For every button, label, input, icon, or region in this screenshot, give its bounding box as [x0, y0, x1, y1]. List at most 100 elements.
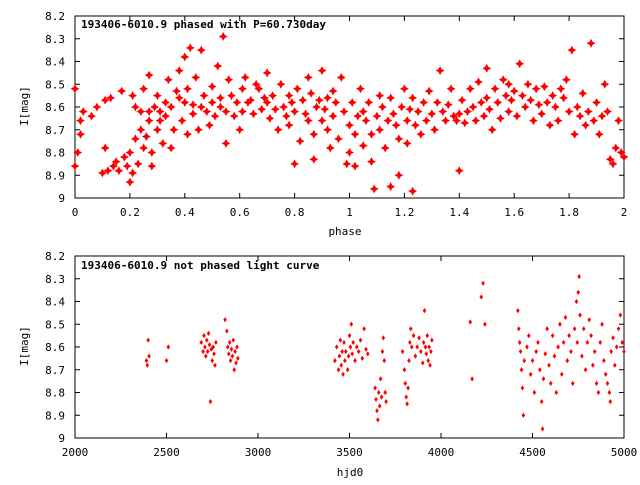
data-point — [509, 86, 519, 96]
data-point — [353, 358, 357, 364]
data-point — [349, 321, 354, 327]
data-point — [380, 348, 385, 355]
data-point — [552, 353, 557, 359]
data-point — [233, 348, 237, 355]
data-point — [303, 116, 313, 126]
data-point — [430, 337, 434, 343]
data-point — [323, 125, 332, 135]
data-point — [331, 98, 341, 107]
data-point — [376, 417, 380, 423]
x-tick-label: 4000 — [428, 446, 455, 459]
data-point — [391, 120, 401, 130]
data-point — [374, 396, 378, 402]
data-point — [493, 97, 503, 107]
data-point — [377, 403, 382, 409]
data-point — [87, 111, 96, 121]
y-tick-label: 8.4 — [45, 296, 65, 309]
data-point — [180, 52, 190, 62]
data-point — [345, 367, 350, 373]
data-point — [543, 351, 548, 357]
data-point — [147, 353, 151, 359]
data-point — [479, 294, 484, 300]
data-point — [356, 84, 365, 94]
data-point — [423, 344, 428, 350]
data-point — [204, 337, 209, 343]
data-point — [539, 82, 549, 91]
y-tick-label: 8.9 — [45, 169, 65, 182]
data-point — [383, 389, 387, 396]
data-point — [356, 348, 361, 355]
data-point — [328, 86, 338, 96]
x-tick-label: 3000 — [245, 446, 272, 459]
data-point — [227, 339, 232, 346]
data-point — [276, 79, 286, 89]
data-point — [449, 111, 459, 121]
data-point — [353, 111, 363, 121]
data-point — [205, 348, 210, 355]
data-point — [580, 353, 584, 359]
data-point — [454, 109, 464, 119]
data-point — [188, 100, 198, 110]
data-point — [281, 111, 291, 121]
data-point — [210, 111, 220, 121]
data-point — [386, 182, 396, 192]
data-point — [408, 93, 418, 103]
data-point — [614, 116, 623, 126]
data-point — [246, 95, 256, 105]
data-point — [559, 371, 564, 377]
data-point — [520, 102, 530, 112]
data-point — [404, 394, 409, 400]
x-tick-label: 4500 — [519, 446, 546, 459]
data-point — [377, 102, 387, 112]
data-point — [545, 326, 549, 332]
data-point — [343, 358, 347, 364]
data-point — [218, 32, 228, 41]
y-tick-label: 9 — [58, 432, 65, 445]
x-axis-label: phase — [328, 225, 361, 238]
data-point — [589, 116, 599, 126]
data-point — [583, 107, 593, 116]
data-point — [139, 143, 149, 153]
y-tick-label: 8.4 — [45, 56, 65, 69]
data-point — [347, 98, 357, 107]
data-point — [609, 348, 613, 355]
data-point — [567, 45, 577, 55]
data-point — [572, 102, 582, 112]
data-point — [545, 120, 555, 130]
data-point — [382, 358, 387, 364]
data-point — [185, 43, 195, 53]
data-point — [608, 159, 618, 169]
data-point — [483, 321, 487, 327]
data-point — [578, 88, 588, 98]
data-point — [410, 120, 420, 130]
data-point — [498, 75, 508, 85]
data-point — [161, 98, 171, 107]
data-point — [117, 86, 127, 96]
data-point — [207, 97, 217, 107]
data-point — [334, 344, 339, 350]
x-tick-label: 1 — [346, 206, 353, 219]
data-point — [381, 335, 386, 341]
data-point — [73, 148, 83, 157]
data-point — [232, 98, 242, 107]
data-point — [470, 376, 474, 382]
data-point — [397, 102, 407, 112]
y-tick-label: 8.9 — [45, 409, 65, 422]
data-point — [605, 154, 615, 164]
data-point — [166, 143, 176, 153]
data-point — [362, 326, 366, 332]
data-point — [517, 339, 522, 346]
data-point — [226, 351, 231, 357]
x-tick-label: 0.4 — [175, 206, 195, 219]
data-point — [496, 113, 505, 123]
data-point — [485, 104, 494, 114]
data-point — [607, 389, 612, 396]
data-point — [366, 351, 370, 357]
data-point — [522, 358, 527, 364]
data-point — [367, 129, 376, 139]
data-point — [468, 319, 473, 325]
data-point — [100, 95, 110, 105]
y-tick-label: 8.6 — [45, 341, 65, 354]
data-point — [569, 348, 573, 355]
data-point — [213, 61, 223, 71]
